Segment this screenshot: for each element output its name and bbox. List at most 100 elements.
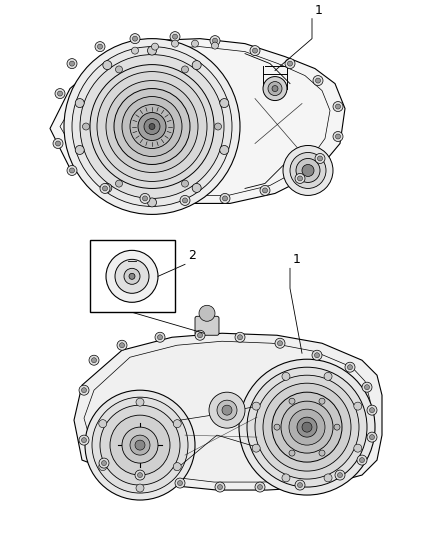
Circle shape — [212, 38, 218, 43]
Circle shape — [318, 156, 322, 161]
Circle shape — [106, 251, 158, 302]
Circle shape — [220, 193, 230, 204]
Circle shape — [95, 42, 105, 52]
Circle shape — [275, 338, 285, 348]
Circle shape — [142, 196, 148, 201]
Circle shape — [360, 458, 364, 463]
Circle shape — [148, 46, 156, 55]
Circle shape — [324, 474, 332, 482]
Circle shape — [97, 71, 207, 181]
Circle shape — [100, 405, 180, 485]
Circle shape — [103, 183, 112, 192]
Circle shape — [64, 38, 240, 214]
Circle shape — [57, 91, 63, 96]
Circle shape — [172, 40, 179, 47]
Circle shape — [67, 165, 77, 175]
Circle shape — [122, 96, 182, 157]
Text: 1: 1 — [293, 253, 301, 266]
Circle shape — [297, 417, 317, 437]
Circle shape — [255, 482, 265, 492]
Circle shape — [81, 387, 86, 393]
Circle shape — [130, 104, 174, 149]
Circle shape — [217, 400, 237, 420]
Circle shape — [357, 455, 367, 465]
Circle shape — [102, 186, 107, 191]
Circle shape — [55, 88, 65, 99]
Circle shape — [319, 398, 325, 404]
Circle shape — [82, 123, 89, 130]
Circle shape — [56, 141, 60, 146]
Circle shape — [282, 373, 290, 381]
Circle shape — [283, 146, 333, 196]
Circle shape — [297, 176, 303, 181]
Circle shape — [183, 198, 187, 203]
Circle shape — [354, 402, 362, 410]
Circle shape — [136, 398, 144, 406]
Circle shape — [335, 470, 345, 480]
Circle shape — [354, 444, 362, 452]
FancyBboxPatch shape — [195, 316, 219, 335]
Circle shape — [92, 397, 188, 493]
Circle shape — [152, 43, 159, 50]
Circle shape — [192, 61, 201, 70]
Circle shape — [129, 273, 135, 279]
Circle shape — [75, 99, 84, 108]
Circle shape — [338, 473, 343, 478]
Circle shape — [116, 66, 123, 73]
Circle shape — [70, 168, 74, 173]
Circle shape — [367, 405, 377, 415]
Circle shape — [135, 440, 145, 450]
Circle shape — [124, 268, 140, 284]
Circle shape — [138, 112, 166, 141]
Circle shape — [173, 463, 181, 471]
Circle shape — [130, 435, 150, 455]
Circle shape — [367, 432, 377, 442]
Circle shape — [79, 435, 89, 445]
Circle shape — [324, 373, 332, 381]
Circle shape — [268, 82, 282, 95]
Circle shape — [287, 61, 293, 66]
Circle shape — [115, 260, 149, 293]
Circle shape — [103, 61, 112, 70]
Circle shape — [223, 196, 227, 201]
Circle shape — [289, 409, 325, 445]
Circle shape — [120, 343, 124, 348]
Circle shape — [215, 482, 225, 492]
Circle shape — [175, 478, 185, 488]
Circle shape — [106, 80, 198, 173]
Circle shape — [252, 48, 258, 53]
Circle shape — [158, 335, 162, 340]
Circle shape — [198, 333, 202, 338]
Circle shape — [92, 358, 96, 363]
Circle shape — [252, 402, 260, 410]
Circle shape — [302, 422, 312, 432]
Circle shape — [100, 183, 110, 193]
Circle shape — [262, 188, 268, 193]
Circle shape — [289, 398, 295, 404]
Circle shape — [295, 480, 305, 490]
Circle shape — [173, 34, 177, 39]
Circle shape — [199, 305, 215, 321]
Circle shape — [136, 484, 144, 492]
Circle shape — [272, 392, 342, 462]
Circle shape — [289, 450, 295, 456]
PathPatch shape — [74, 333, 382, 490]
Circle shape — [370, 434, 374, 440]
Circle shape — [345, 362, 355, 372]
Circle shape — [210, 36, 220, 46]
Circle shape — [260, 185, 270, 196]
Circle shape — [173, 419, 181, 427]
Circle shape — [133, 36, 138, 41]
Circle shape — [247, 367, 367, 487]
Circle shape — [222, 405, 232, 415]
Circle shape — [312, 350, 322, 360]
Circle shape — [255, 375, 359, 479]
Circle shape — [314, 353, 319, 358]
Circle shape — [122, 427, 158, 463]
PathPatch shape — [50, 38, 345, 204]
Circle shape — [252, 444, 260, 452]
Circle shape — [67, 59, 77, 69]
Circle shape — [191, 40, 198, 47]
Circle shape — [315, 78, 321, 83]
Circle shape — [296, 158, 320, 182]
